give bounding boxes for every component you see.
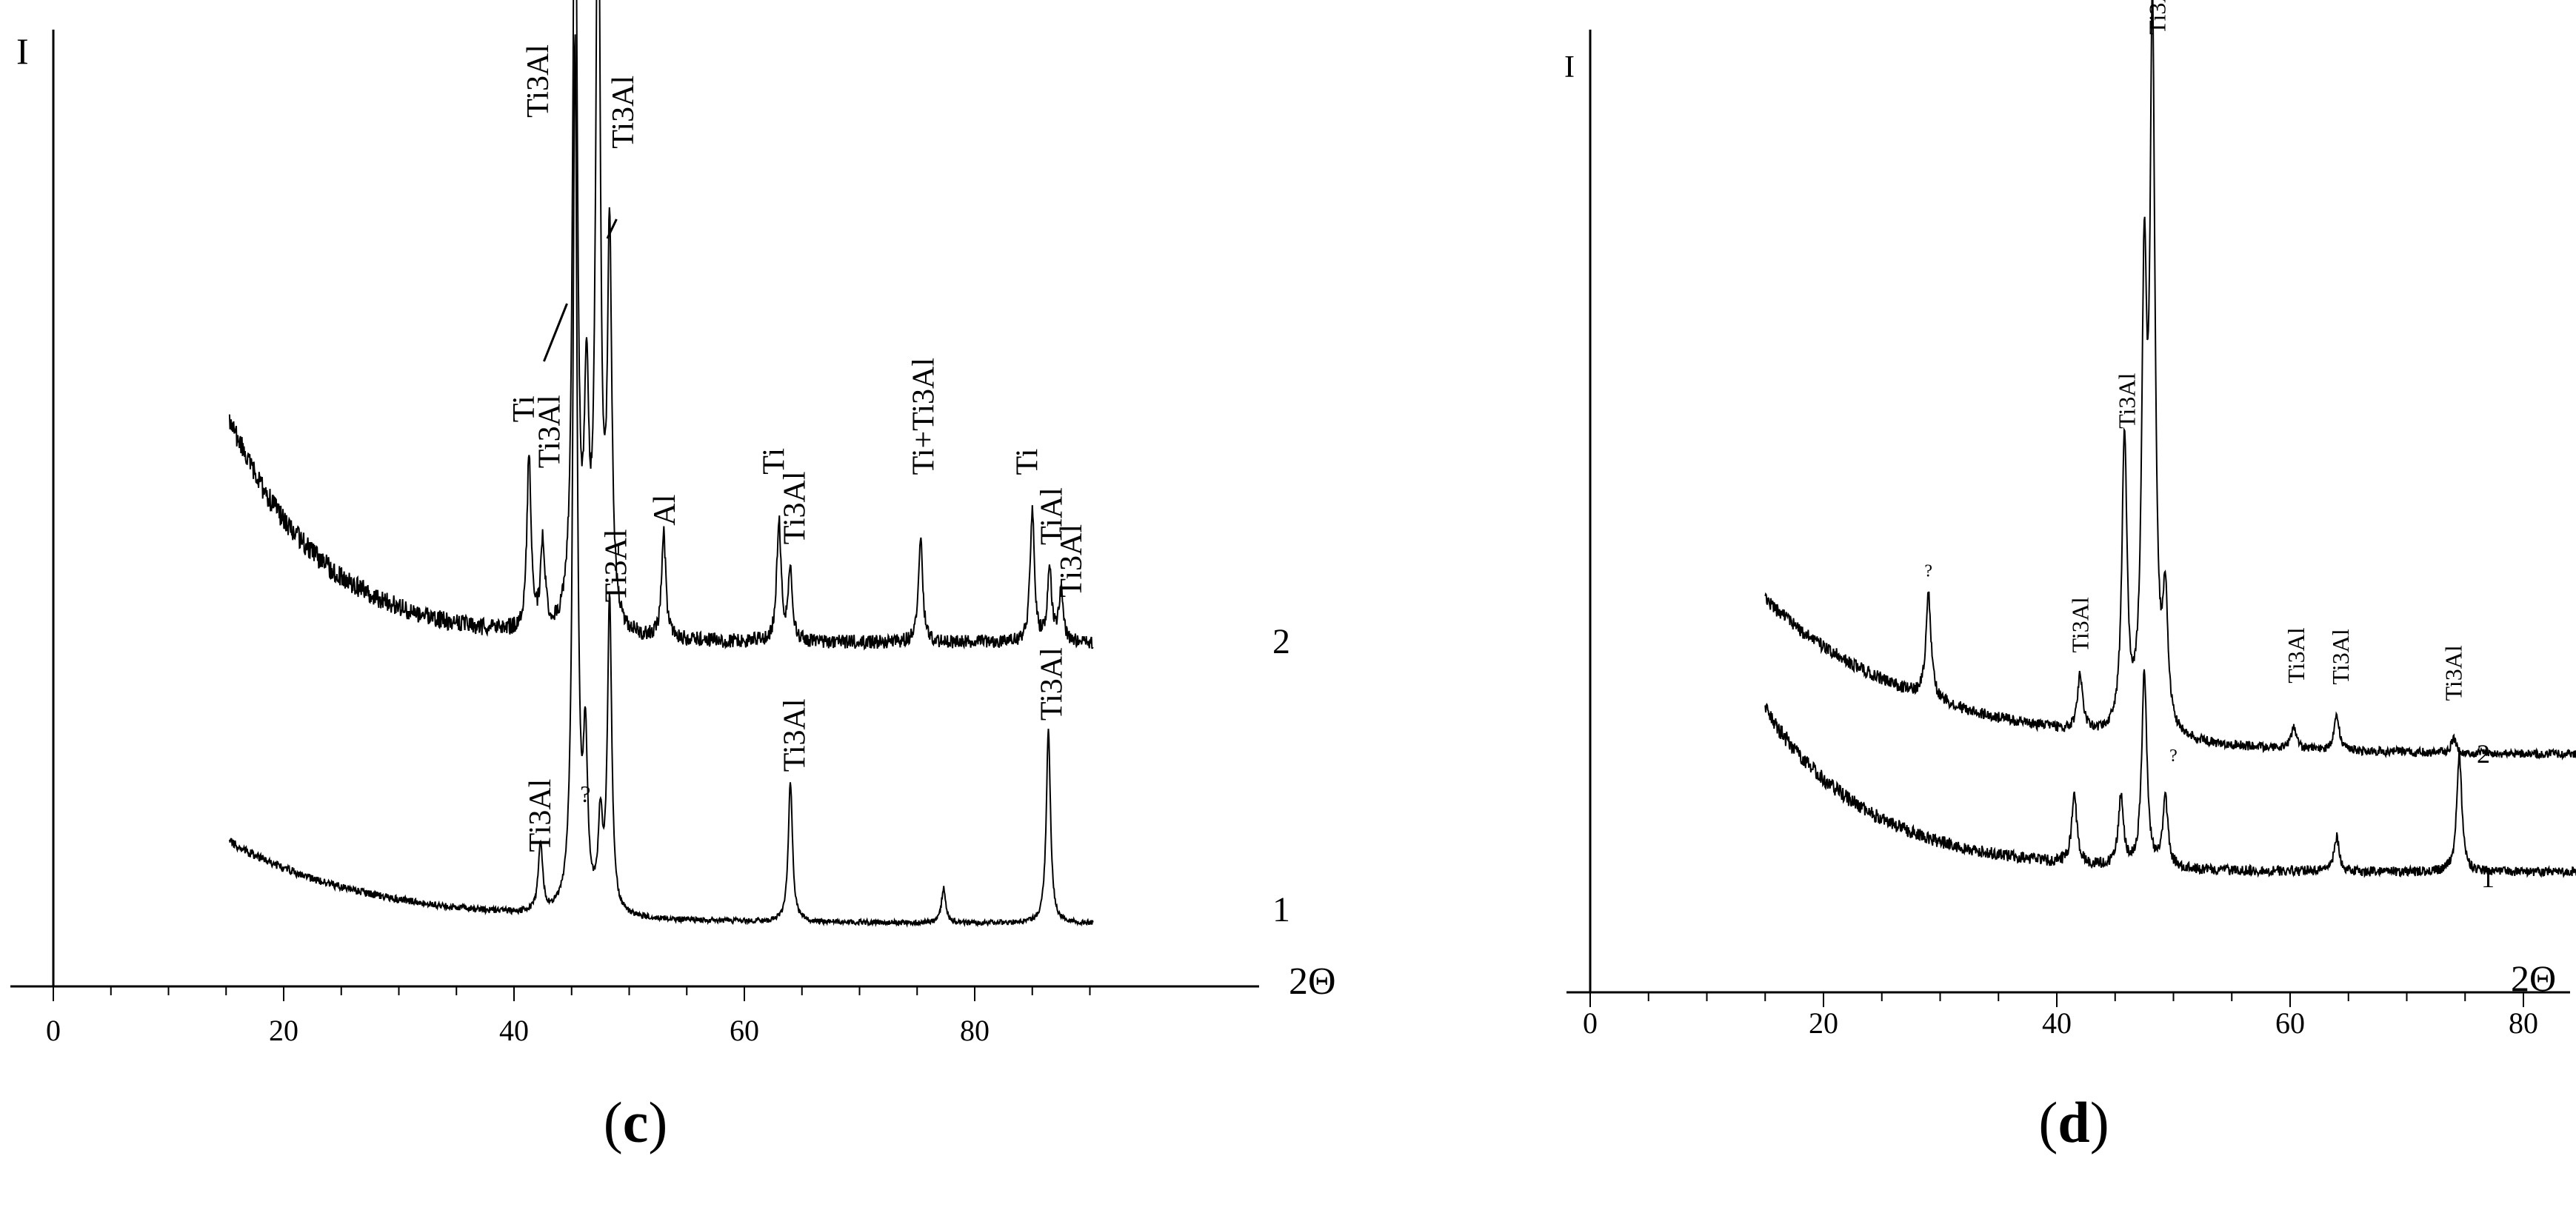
c-peak-label-7: Al [648, 495, 682, 526]
panel-d-panel-label: (d) [2038, 1090, 2109, 1154]
d-peak-label-3: Ti3Al [2067, 597, 2094, 652]
c-tick-label-20: 20 [269, 1014, 298, 1047]
d-tick-label-40: 40 [2042, 1006, 2072, 1040]
panel-d-x-tick-labels: 0 20 40 60 80 [1583, 1006, 2538, 1040]
c-tick-label-80: 80 [960, 1014, 990, 1047]
d-tick-label-60: 60 [2275, 1006, 2305, 1040]
c-tick-label-40: 40 [499, 1014, 529, 1047]
c-leader-ti3al [543, 303, 568, 362]
c-peak-label-18: Ti3Al [1035, 647, 1069, 721]
c-peak-label-6: Ti3Al [533, 395, 567, 468]
c-leader-tial [606, 218, 618, 239]
c-peak-label-0: Ti3Al [521, 44, 555, 118]
panel-c-leader-lines [543, 218, 618, 362]
d-series-1-line [1764, 669, 2576, 878]
panel-c-x-tick-labels: 0 20 40 60 80 [46, 1014, 990, 1047]
panel-c-peak-labels: Ti3AlTi+Al+Ti3AlTiTiAlTi3AlTiTi3AlAlTiTi… [507, 44, 1089, 852]
panel-d-series [1764, 0, 2576, 878]
panel-c-x-ticks [53, 986, 1091, 1001]
c-peak-label-9: Ti3Al [778, 471, 812, 544]
d-peak-label-0: Ti3Al [2144, 0, 2171, 35]
c-series-1-line [228, 34, 1094, 928]
panel-d-x-axis-label: 2Θ [2511, 958, 2556, 999]
c-tick-label-60: 60 [730, 1014, 759, 1047]
c-peak-label-12: TiAl [1035, 487, 1069, 545]
c-peak-label-16: Ti3Al [600, 529, 634, 602]
d-peak-label-6: Ti3Al [2440, 645, 2467, 701]
d-tick-label-20: 20 [1809, 1006, 1838, 1040]
panel-d-x-ticks [1589, 992, 2524, 1007]
c-peak-label-13: Ti3Al [1055, 524, 1089, 598]
d-peak-label-8: ? [2169, 746, 2178, 766]
d-series-2-line [1764, 0, 2576, 761]
d-peak-label-4: Ti3Al [2283, 627, 2309, 683]
c-tick-label-0: 0 [46, 1014, 61, 1047]
c-series-2-line [228, 0, 1094, 651]
panel-c-panel-label: (c) [604, 1090, 668, 1154]
panel-c-x-axis-label: 2Θ [1289, 960, 1336, 1003]
d-peak-label-5: Ti3Al [2327, 629, 2354, 684]
c-peak-label-4: Ti3Al [607, 76, 641, 149]
panel-c-y-axis-label: I [16, 30, 29, 72]
panel-c-series [228, 0, 1094, 928]
c-peak-label-11: Ti [1011, 449, 1045, 475]
panel-d-chart: 0 20 40 60 80 Ti3Al Ti3Al? Ti3Al Ti3Al Ti3Al Ti3A… [1564, 0, 2576, 1154]
c-peak-label-5: Ti [507, 395, 541, 422]
panel-d-series-2-label: 2 [2477, 739, 2490, 769]
c-peak-label-17: Ti3Al [778, 698, 812, 772]
c-peak-label-10: Ti+Ti3Al [907, 358, 941, 475]
d-tick-label-0: 0 [1583, 1006, 1598, 1040]
panel-c-series-1-label: 1 [1272, 890, 1290, 929]
c-peak-label-15: ? [580, 781, 590, 807]
panel-d-series-1-label: 1 [2481, 863, 2495, 893]
c-peak-label-8: Ti [758, 448, 792, 475]
d-peak-label-1: Ti3Al [2114, 372, 2140, 428]
panel-d-y-axis-label: I [1564, 50, 1575, 84]
d-peak-label-2: ? [1924, 561, 1932, 581]
panel-c-series-2-label: 2 [1272, 622, 1290, 661]
c-peak-label-14: Ti3Al [524, 779, 558, 852]
d-tick-label-80: 80 [2509, 1006, 2538, 1040]
